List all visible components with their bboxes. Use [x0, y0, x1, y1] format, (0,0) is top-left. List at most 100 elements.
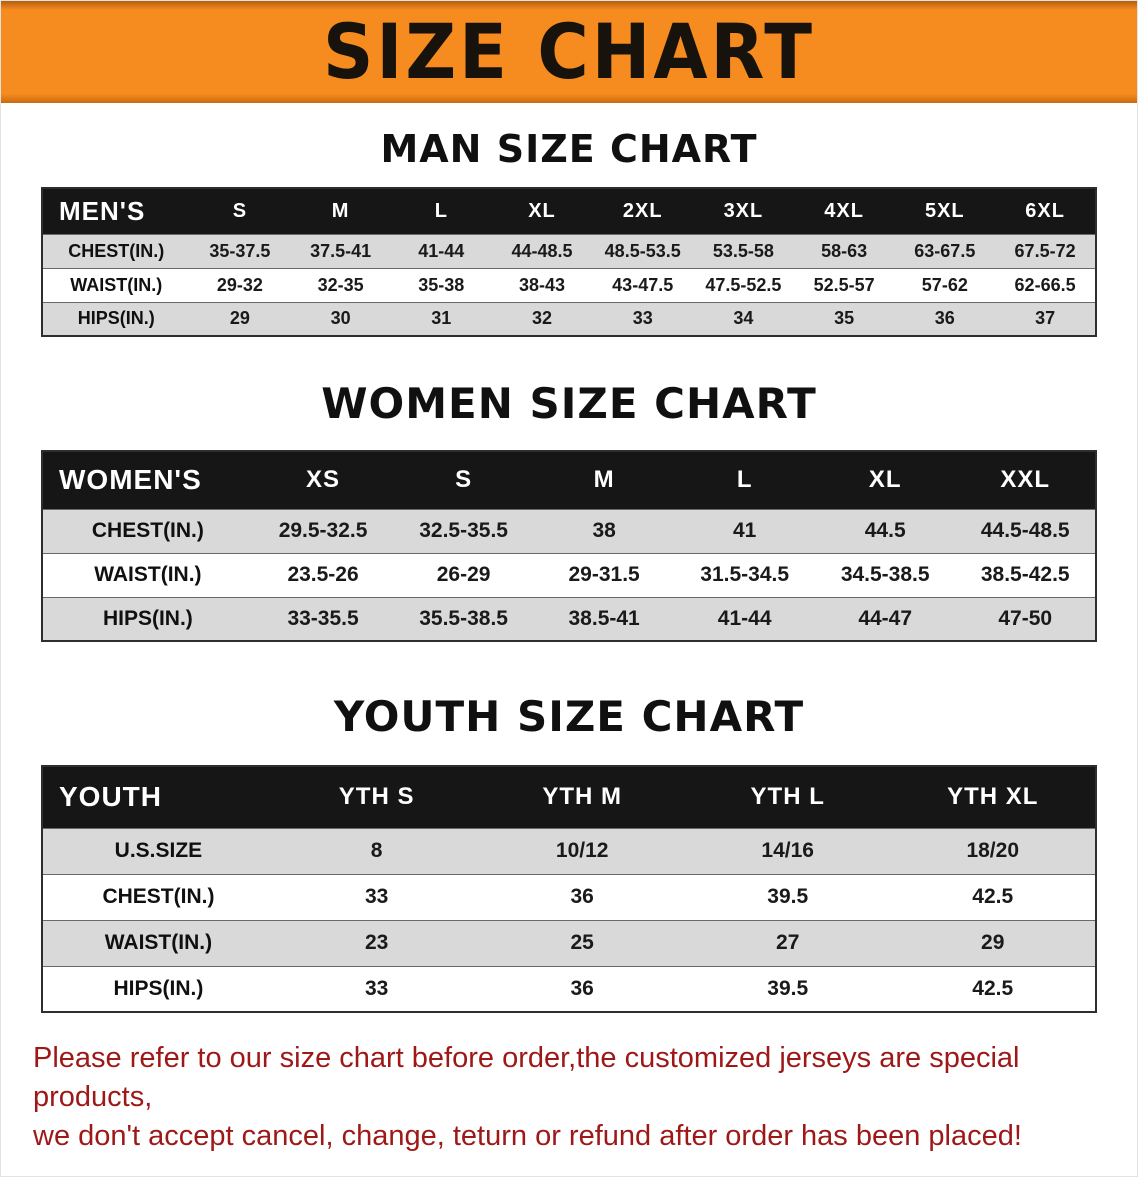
notice-line-1: Please refer to our size chart before or…	[33, 1042, 1020, 1114]
table-header-row: WOMEN'S XS S M L XL XXL	[42, 451, 1096, 509]
size-value: 44-48.5	[511, 240, 573, 261]
size-value: 43-47.5	[612, 274, 674, 295]
size-value: 53.5-58	[712, 240, 774, 261]
size-value: 35.5-38.5	[419, 606, 508, 630]
size-column-header: L	[434, 199, 448, 222]
size-value: 27	[776, 931, 800, 954]
table-title-cell: YOUTH	[59, 781, 162, 813]
size-value: 48.5-53.5	[604, 240, 681, 261]
size-value: 33-35.5	[287, 606, 359, 630]
table-row: U.S.SIZE 8 10/12 14/16 18/20	[42, 828, 1096, 874]
size-table: MEN'S S M L XL 2XL 3XL 4XL 5XL 6XL CHEST(IN.) 35-37…	[41, 187, 1097, 337]
size-table: WOMEN'S XS S M L XL XXL CHEST(IN.) 29.5-32.5 32.5…	[41, 450, 1097, 642]
size-value: 8	[370, 839, 383, 862]
size-value: 34	[733, 308, 754, 329]
row-label: HIPS(IN.)	[77, 308, 155, 329]
row-label: U.S.SIZE	[114, 839, 203, 862]
size-value: 26-29	[436, 563, 491, 586]
size-value: 44.5	[864, 519, 906, 542]
women-section-heading: WOMEN SIZE CHART	[321, 379, 817, 428]
size-value: 36	[570, 885, 594, 908]
size-value: 47.5-52.5	[705, 274, 782, 295]
size-value: 36	[934, 308, 955, 329]
row-label: CHEST(IN.)	[102, 885, 215, 908]
size-value: 38	[592, 519, 616, 542]
size-column-header: S	[455, 466, 473, 494]
size-value: 62-66.5	[1014, 274, 1076, 295]
size-column-header: 6XL	[1025, 199, 1065, 222]
size-value: 18/20	[966, 839, 1020, 862]
size-value: 39.5	[767, 976, 809, 1000]
size-column-header: YTH M	[542, 783, 622, 811]
size-column-header: XXL	[1000, 466, 1051, 494]
size-column-header: L	[736, 466, 753, 494]
table-title-cell: WOMEN'S	[59, 464, 202, 496]
size-column-header: 5XL	[924, 199, 965, 222]
size-column-header: 3XL	[723, 199, 764, 222]
size-value: 33	[364, 885, 389, 908]
size-value: 10/12	[555, 839, 609, 862]
table-header-row: MEN'S S M L XL 2XL 3XL 4XL 5XL 6XL	[42, 188, 1096, 234]
youth-section: YOUTH SIZE CHART YOUTH YTH S YTH M YTH L YTH…	[1, 692, 1137, 1013]
size-column-header: YTH S	[338, 783, 415, 811]
size-value: 42.5	[972, 976, 1014, 1000]
table-row: WAIST(IN.) 23 25 27 29	[42, 920, 1096, 966]
size-column-header: XL	[868, 466, 902, 494]
table-row: WAIST(IN.) 29-32 32-35 35-38 38-43 43-47.5 47.…	[42, 268, 1096, 302]
youth-section-heading: YOUTH SIZE CHART	[333, 692, 805, 741]
size-value: 42.5	[972, 885, 1014, 908]
size-column-header: M	[331, 199, 350, 222]
size-value: 29-32	[216, 274, 263, 295]
size-value: 14/16	[761, 839, 814, 862]
size-value: 41-44	[418, 240, 465, 261]
row-label: WAIST(IN.)	[104, 931, 213, 954]
size-column-header: XL	[528, 199, 556, 222]
women-size-table: WOMEN'S XS S M L XL XXL CHEST(IN.) 29.5-32.5 32.5…	[41, 450, 1097, 642]
size-value: 63-67.5	[914, 240, 976, 261]
table-row: CHEST(IN.) 35-37.5 37.5-41 41-44 44-48.5 48.5…	[42, 234, 1096, 268]
women-section: WOMEN SIZE CHART WOMEN'S XS S M L XL XXL CHEST(…	[1, 379, 1137, 642]
size-value: 32-35	[317, 274, 364, 295]
size-value: 38.5-42.5	[980, 563, 1070, 586]
size-value: 57-62	[921, 274, 968, 295]
size-value: 31	[431, 308, 452, 329]
row-label: CHEST(IN.)	[91, 519, 204, 542]
men-section: MAN SIZE CHART MEN'S S M L XL 2XL 3XL 4XL 5XL 6XL…	[1, 127, 1137, 337]
size-value: 38-43	[518, 274, 566, 295]
size-value: 32.5-35.5	[419, 519, 508, 542]
size-column-header: XS	[306, 466, 341, 494]
page-title: SIZE CHART	[322, 7, 816, 97]
table-row: CHEST(IN.) 33 36 39.5 42.5	[42, 874, 1096, 920]
youth-size-table: YOUTH YTH S YTH M YTH L YTH XL U.S.SIZE 8 10/12…	[41, 765, 1097, 1013]
size-column-header: 2XL	[622, 199, 663, 222]
table-row: HIPS(IN.) 33 36 39.5 42.5	[42, 966, 1096, 1012]
table-title-cell: MEN'S	[59, 195, 146, 226]
size-value: 29-31.5	[568, 563, 640, 586]
size-value: 44.5-48.5	[980, 519, 1070, 542]
table-row: HIPS(IN.) 33-35.5 35.5-38.5 38.5-41 41-44 44-…	[42, 597, 1096, 641]
footer-notice: Please refer to our size chart before or…	[33, 1039, 1101, 1156]
size-value: 23.5-26	[287, 563, 359, 586]
size-value: 36	[570, 976, 594, 1000]
size-table: YOUTH YTH S YTH M YTH L YTH XL U.S.SIZE 8 10/12…	[41, 765, 1097, 1013]
size-value: 41-44	[717, 606, 772, 630]
table-header-row: YOUTH YTH S YTH M YTH L YTH XL	[42, 766, 1096, 828]
size-value: 33	[632, 308, 653, 329]
row-label: WAIST(IN.)	[94, 563, 202, 586]
size-value: 44-47	[858, 606, 913, 630]
size-column-header: M	[593, 466, 615, 494]
size-value: 35	[834, 308, 855, 329]
size-column-header: 4XL	[824, 199, 864, 222]
size-value: 52.5-57	[813, 274, 875, 295]
size-value: 35-37.5	[209, 240, 271, 261]
size-column-header: S	[232, 199, 248, 222]
size-value: 38.5-41	[568, 606, 640, 630]
size-value: 30	[330, 308, 351, 329]
size-value: 37.5-41	[310, 240, 372, 261]
size-value: 58-63	[821, 240, 868, 261]
table-row: WAIST(IN.) 23.5-26 26-29 29-31.5 31.5-34.5 34…	[42, 553, 1096, 597]
men-section-heading: MAN SIZE CHART	[380, 127, 758, 171]
size-value: 37	[1035, 308, 1056, 329]
men-size-table: MEN'S S M L XL 2XL 3XL 4XL 5XL 6XL CHEST(IN.) 35-37…	[41, 187, 1097, 337]
